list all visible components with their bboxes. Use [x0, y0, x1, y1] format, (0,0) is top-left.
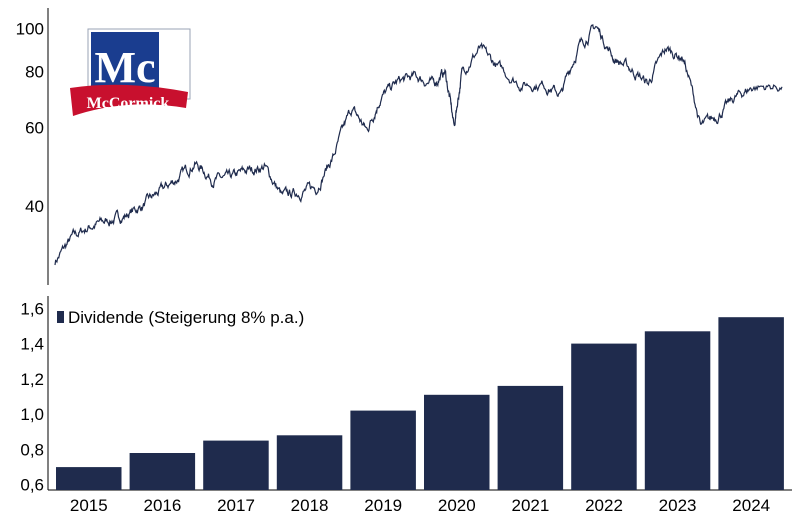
- bar-x-tick-label: 2024: [732, 496, 770, 515]
- legend-swatch: [57, 311, 64, 323]
- dividend-bar: [276, 435, 343, 490]
- dividend-bar: [129, 453, 196, 490]
- bar-x-tick-label: 2019: [364, 496, 402, 515]
- dividend-bar: [203, 440, 269, 490]
- bar-chart-x-ticks: 2015 2016 2017 2018 2019 2020 2021 2022 2023 2024: [70, 496, 770, 515]
- bar-x-tick-label: 2020: [438, 496, 476, 515]
- bar-x-tick-label: 2023: [659, 496, 697, 515]
- logo-blue-panel: [91, 32, 159, 92]
- dividend-bar: [350, 410, 416, 490]
- dividend-bar: [497, 385, 564, 490]
- logo-wordmark: McCormick: [87, 95, 170, 112]
- bar-x-tick-label: 2016: [143, 496, 181, 515]
- dividend-bar: [424, 394, 490, 490]
- price-line: [54, 23, 783, 266]
- dividend-bar: [571, 343, 637, 490]
- logo-monogram: Mc: [94, 43, 155, 92]
- bar-y-tick-label: 1,6: [20, 299, 44, 318]
- legend-label: Dividende (Steigerung 8% p.a.): [68, 308, 304, 327]
- line-y-tick-label: 100: [16, 19, 44, 38]
- logo-red-banner: [70, 84, 188, 116]
- bar-x-tick-label: 2017: [217, 496, 255, 515]
- bar-y-tick-label: 1,2: [20, 370, 44, 389]
- line-chart-y-ticks: 40 60 80 100: [16, 19, 44, 215]
- line-y-tick-label: 40: [25, 197, 44, 216]
- mccormick-logo: Mc McCormick: [70, 28, 191, 116]
- line-y-tick-label: 60: [25, 118, 44, 137]
- bar-y-tick-label: 0,6: [20, 476, 44, 495]
- bar-x-tick-label: 2021: [511, 496, 549, 515]
- bar-x-tick-label: 2018: [291, 496, 329, 515]
- dividend-bars: [56, 317, 784, 490]
- line-y-tick-label: 80: [25, 63, 44, 82]
- bar-x-tick-label: 2022: [585, 496, 623, 515]
- bar-x-tick-label: 2015: [70, 496, 108, 515]
- bar-y-tick-label: 1,4: [20, 335, 44, 354]
- bar-y-tick-label: 0,8: [20, 440, 44, 459]
- dividend-bar: [718, 317, 784, 490]
- dividend-bar: [56, 467, 122, 490]
- bar-chart-y-ticks: 0,6 0,8 1,0 1,2 1,4 1,6: [20, 299, 44, 494]
- legend: Dividende (Steigerung 8% p.a.): [57, 308, 304, 327]
- dividend-bar: [644, 331, 711, 490]
- bar-y-tick-label: 1,0: [20, 405, 44, 424]
